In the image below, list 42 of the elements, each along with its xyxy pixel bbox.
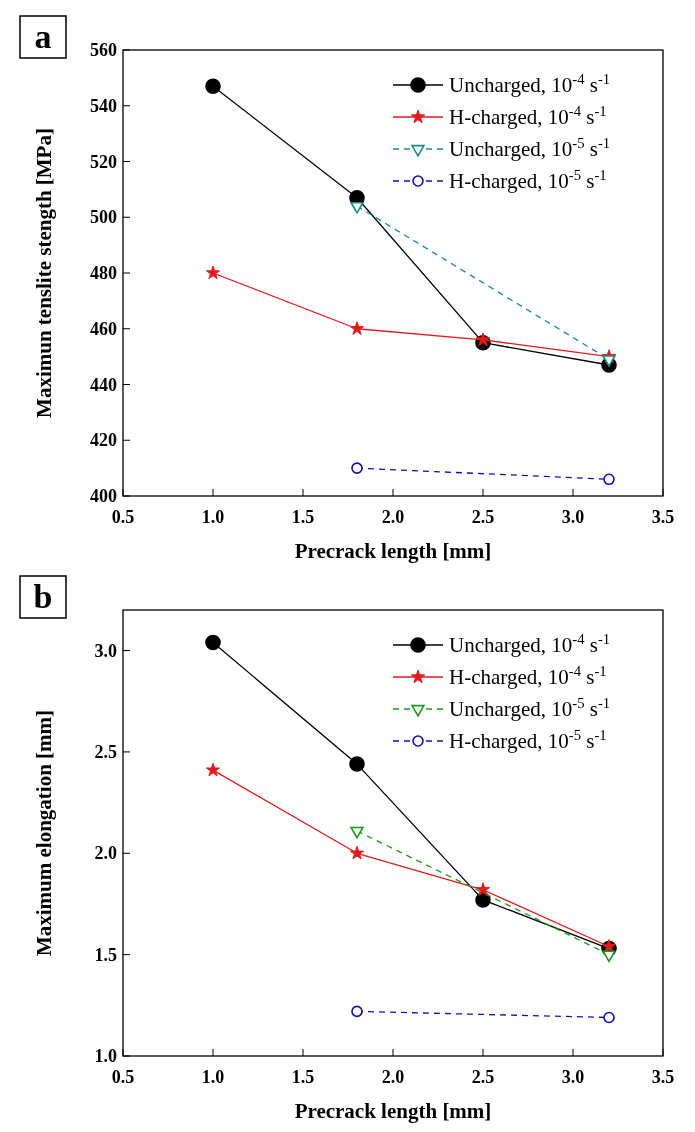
y-axis-title: Maximum elongation [mm]	[32, 709, 56, 957]
legend-label: H-charged, 10$^{-4}$ s$^{-1}$	[449, 663, 607, 689]
x-tick-label: 2.0	[381, 507, 405, 527]
x-axis-title: Precrack length [mm]	[294, 539, 492, 563]
y-axis-title: Maximun tenslite stength [MPa]	[32, 128, 56, 418]
legend-label: Uncharged, 10$^{-5}$ s$^{-1}$	[449, 135, 611, 161]
x-tick-label: 1.5	[291, 1067, 315, 1087]
y-tick-label: 500	[90, 207, 117, 228]
y-tick-label: 460	[90, 318, 117, 339]
y-tick-label: 400	[90, 486, 117, 506]
legend-label: Uncharged, 10$^{-4}$ s$^{-1}$	[449, 631, 611, 657]
x-axis-title: Precrack length [mm]	[294, 1099, 492, 1123]
x-tick-label: 2.0	[381, 1067, 405, 1087]
y-tick-label: 2.0	[94, 843, 117, 864]
y-tick-label: 1.5	[94, 944, 117, 965]
y-tick-label: 1.0	[94, 1046, 117, 1066]
x-tick-label: 0.5	[111, 1067, 135, 1087]
y-tick-label: 2.5	[94, 741, 117, 762]
y-tick-label: 440	[90, 374, 117, 395]
y-tick-label: 540	[90, 95, 117, 116]
y-tick-label: 560	[90, 40, 117, 60]
y-tick-label: 420	[90, 430, 117, 451]
text: b	[33, 578, 53, 615]
legend-label: H-charged, 10$^{-5}$ s$^{-1}$	[449, 167, 607, 193]
x-tick-label: 1.5	[291, 507, 315, 527]
x-tick-label: 2.5	[471, 507, 495, 527]
y-tick-label: 480	[90, 263, 117, 283]
x-tick-label: 3.5	[651, 507, 675, 527]
legend-label: H-charged, 10$^{-5}$ s$^{-1}$	[449, 727, 607, 753]
y-tick-label: 3.0	[94, 640, 117, 661]
x-tick-label: 3.5	[651, 1067, 675, 1087]
text: a	[34, 18, 52, 55]
x-tick-label: 3.0	[561, 507, 585, 527]
legend-label: Uncharged, 10$^{-4}$ s$^{-1}$	[449, 71, 611, 97]
legend-label: Uncharged, 10$^{-5}$ s$^{-1}$	[449, 695, 611, 721]
y-tick-label: 520	[90, 151, 117, 172]
x-tick-label: 3.0	[561, 1067, 585, 1087]
x-tick-label: 0.5	[111, 507, 135, 527]
legend-label: H-charged, 10$^{-4}$ s$^{-1}$	[449, 103, 607, 129]
x-tick-label: 2.5	[471, 1067, 495, 1087]
x-tick-label: 1.0	[201, 1067, 225, 1087]
x-tick-label: 1.0	[201, 507, 225, 527]
